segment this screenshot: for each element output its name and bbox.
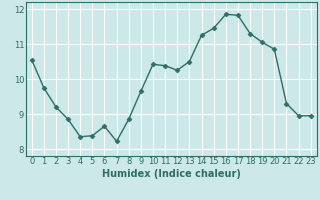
X-axis label: Humidex (Indice chaleur): Humidex (Indice chaleur) (102, 169, 241, 179)
